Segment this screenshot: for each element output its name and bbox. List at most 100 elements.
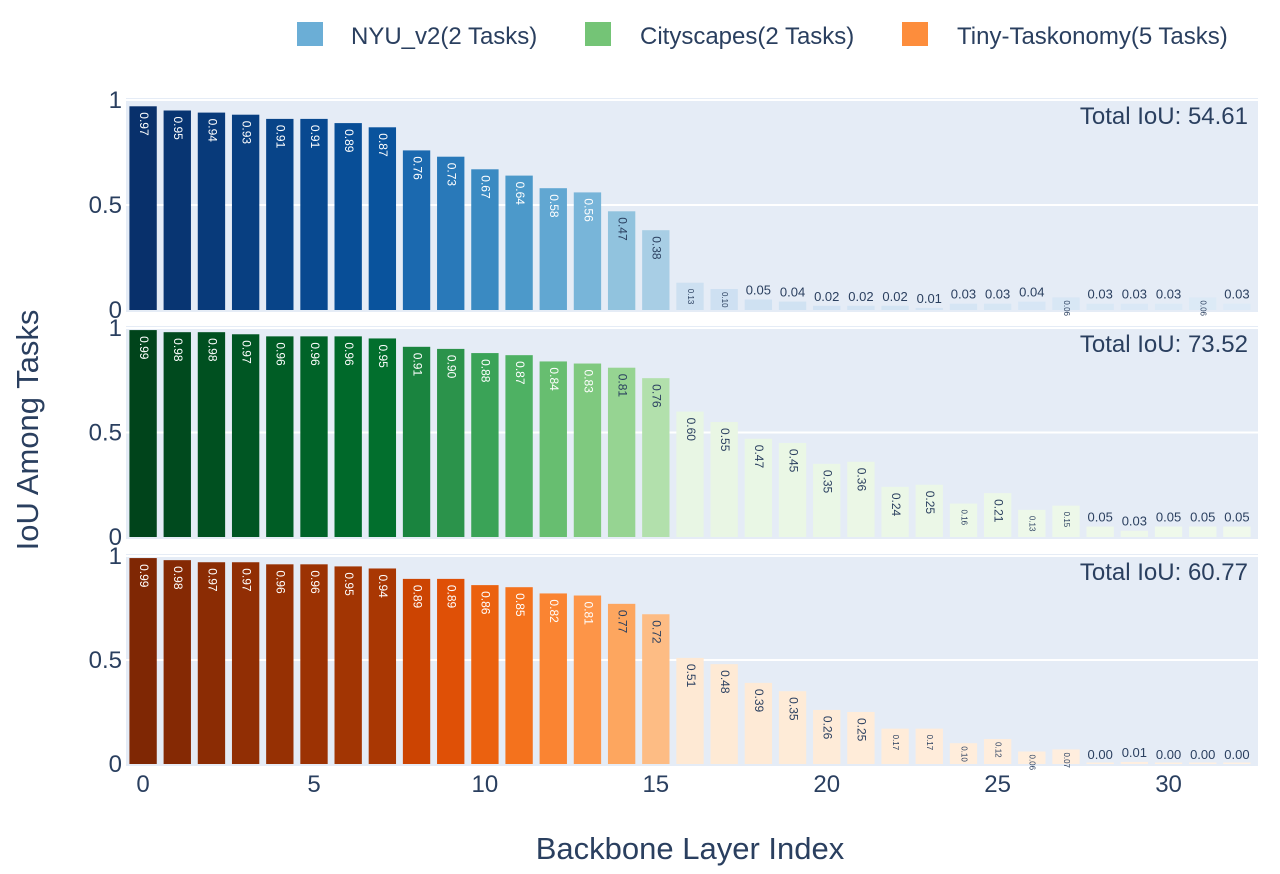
bar-value-label: 0.39 <box>752 689 766 713</box>
bar <box>505 355 533 537</box>
bar-value-label: 0.87 <box>513 361 527 385</box>
bar-value-label: 0.02 <box>848 289 873 304</box>
bar <box>983 493 1012 537</box>
bar <box>1086 303 1114 310</box>
bar <box>334 336 362 537</box>
bar <box>300 336 328 537</box>
bar-value-label: 0.45 <box>786 449 800 473</box>
legend: NYU_v2(2 Tasks) Cityscapes(2 Tasks) Tiny-T… <box>297 22 1228 50</box>
bar-value-label: 0.25 <box>855 718 869 742</box>
bar <box>471 585 499 764</box>
x-tick-label: 0 <box>136 771 149 798</box>
bar <box>1086 762 1114 764</box>
bar-value-label: 0.05 <box>1190 510 1215 525</box>
bar <box>1018 301 1046 310</box>
y-axis-label: IoU Among Tasks <box>10 310 45 551</box>
bar <box>1223 526 1251 537</box>
bar-value-label: 0.13 <box>686 289 695 305</box>
bar <box>744 299 773 310</box>
bar-value-label: 0.05 <box>746 283 771 298</box>
bar-value-label: 0.03 <box>1122 514 1147 529</box>
legend-item: Tiny-Taskonomy(5 Tasks) <box>902 22 1228 50</box>
bar <box>505 587 533 764</box>
bar-value-label: 0.04 <box>1019 285 1044 300</box>
bar <box>1052 505 1080 537</box>
bar-value-label: 0.48 <box>718 670 732 694</box>
bar-value-label: 0.83 <box>581 370 595 394</box>
bar-value-label: 0.90 <box>445 355 459 379</box>
bar <box>847 712 875 764</box>
bar-value-label: 0.03 <box>1224 287 1249 302</box>
bar <box>129 558 157 764</box>
bar <box>1086 526 1114 537</box>
bar-value-label: 0.02 <box>882 289 907 304</box>
bar-value-label: 0.13 <box>1028 516 1037 532</box>
bar <box>983 303 1012 310</box>
bar <box>813 463 841 537</box>
y-tick-label: 0.5 <box>89 647 122 674</box>
bar-value-label: 0.98 <box>171 566 185 590</box>
bar <box>778 691 807 764</box>
bar-value-label: 0.16 <box>959 510 968 526</box>
bar-value-label: 0.17 <box>925 735 934 751</box>
bar-value-label: 0.05 <box>1224 510 1249 525</box>
bar <box>1189 526 1217 537</box>
bar <box>813 709 841 764</box>
bar <box>334 566 362 764</box>
bar-value-label: 0.95 <box>342 572 356 596</box>
x-tick-label: 5 <box>307 771 320 798</box>
bar <box>1018 751 1046 764</box>
bar-value-label: 0.03 <box>951 287 976 302</box>
bar-value-label: 0.97 <box>137 112 151 136</box>
bar <box>573 363 602 537</box>
bar-value-label: 0.05 <box>1156 510 1181 525</box>
bar <box>1018 509 1046 537</box>
bar-value-label: 0.47 <box>752 445 766 469</box>
bar-value-label: 0.91 <box>274 125 288 149</box>
bar-value-label: 0.96 <box>342 342 356 366</box>
bar-value-label: 0.60 <box>684 418 698 442</box>
bar-value-label: 0.03 <box>1156 287 1181 302</box>
bar <box>949 743 978 764</box>
bar-value-label: 0.21 <box>991 499 1005 523</box>
bar <box>1154 526 1183 537</box>
bar <box>197 112 226 310</box>
bar <box>266 336 294 537</box>
bar <box>1052 749 1080 764</box>
bar-value-label: 0.26 <box>821 716 835 740</box>
bar-value-label: 0.95 <box>171 117 185 141</box>
bar-value-label: 0.55 <box>718 428 732 452</box>
bar <box>300 118 328 311</box>
bar <box>163 110 191 310</box>
bar <box>231 562 260 764</box>
bar-value-label: 0.07 <box>1062 752 1071 768</box>
bar <box>1154 303 1183 310</box>
bar <box>607 367 636 537</box>
bar <box>539 593 567 764</box>
bar <box>471 353 499 537</box>
bar <box>437 156 465 310</box>
x-tick-label: 30 <box>1155 771 1182 798</box>
legend-label: Tiny-Taskonomy(5 Tasks) <box>957 23 1228 50</box>
bar-value-label: 0.77 <box>615 610 629 634</box>
bar-value-label: 0.12 <box>994 742 1003 758</box>
bar <box>847 305 875 310</box>
bar <box>368 568 397 764</box>
bar-value-label: 0.96 <box>274 342 288 366</box>
bar <box>642 378 670 537</box>
bar-value-label: 0.64 <box>513 182 527 206</box>
y-tick-label: 0 <box>109 524 122 551</box>
x-tick-label: 25 <box>984 771 1011 798</box>
bar <box>402 346 431 537</box>
y-tick-label: 1 <box>109 543 122 570</box>
bar <box>778 301 807 310</box>
bar-value-label: 0.94 <box>205 119 219 143</box>
bar <box>915 484 943 537</box>
bar <box>300 564 328 764</box>
bar-value-label: 0.89 <box>410 585 424 609</box>
bar-value-label: 0.03 <box>985 287 1010 302</box>
bar-value-label: 0.51 <box>684 664 698 688</box>
bar <box>881 486 909 537</box>
bar-value-label: 0.72 <box>650 620 664 644</box>
